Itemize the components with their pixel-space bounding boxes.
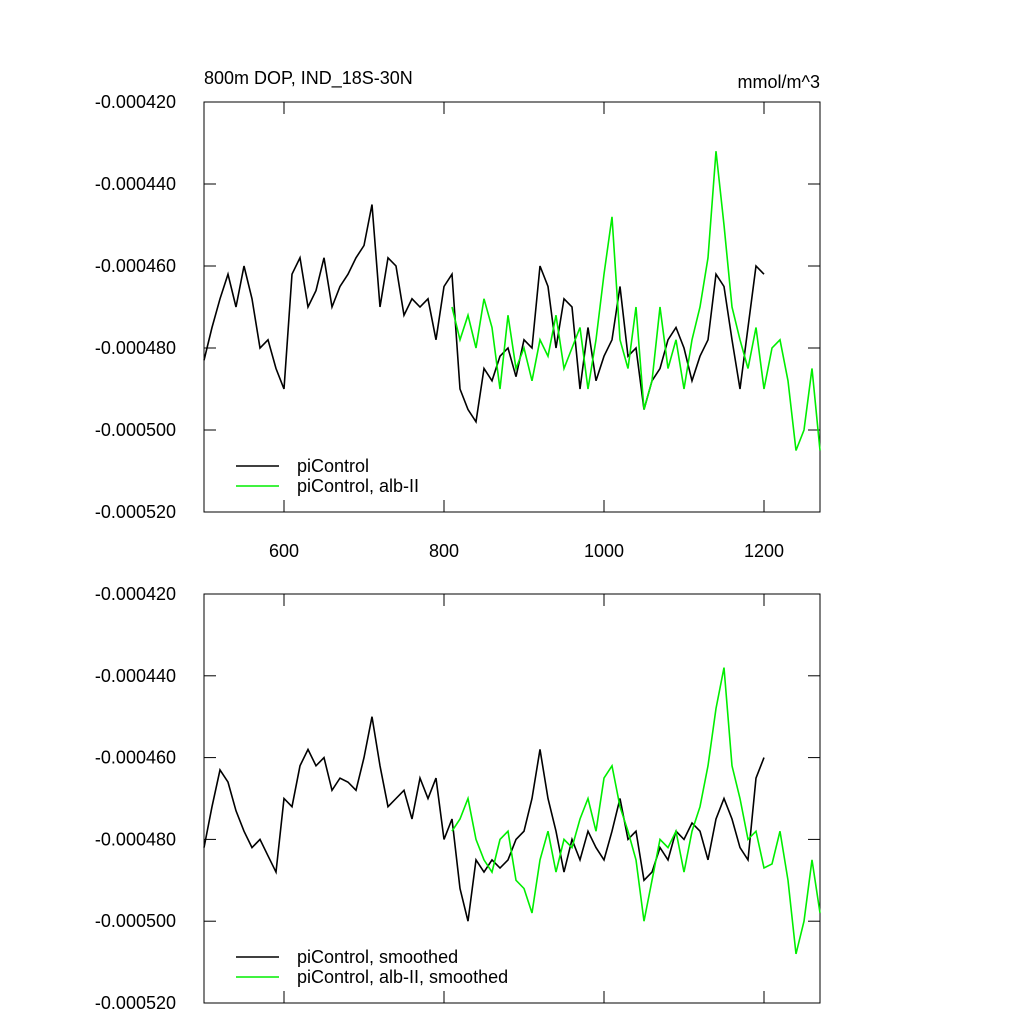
series-line (203, 204, 765, 425)
y-tick-label: -0.000480 (95, 829, 176, 849)
y-tick-label: -0.000520 (95, 502, 176, 522)
legend-label: piControl (297, 456, 369, 476)
x-tick-label: 800 (429, 541, 459, 561)
y-tick-label: -0.000420 (95, 92, 176, 112)
y-tick-label: -0.000480 (95, 338, 176, 358)
y-tick-label: -0.000420 (95, 584, 176, 604)
y-tick-label: -0.000460 (95, 256, 176, 276)
series-line (203, 716, 765, 922)
x-tick-label: 1200 (744, 541, 784, 561)
y-tick-label: -0.000500 (95, 911, 176, 931)
legend-label: piControl, smoothed (297, 947, 458, 967)
y-tick-label: -0.000440 (95, 174, 176, 194)
legend-label: piControl, alb-II (297, 476, 419, 496)
chart-title: 800m DOP, IND_18S-30N (204, 68, 413, 89)
y-tick-label: -0.000520 (95, 993, 176, 1013)
legend-label: piControl, alb-II, smoothed (297, 967, 508, 987)
x-tick-label: 600 (269, 541, 299, 561)
y-tick-label: -0.000440 (95, 666, 176, 686)
series-line (451, 151, 821, 451)
plot-frame (203, 593, 821, 1004)
units-label: mmol/m^3 (738, 72, 820, 92)
x-tick-label: 1000 (584, 541, 624, 561)
plot-frame (203, 101, 821, 513)
series-line (451, 667, 821, 955)
y-tick-label: -0.000500 (95, 420, 176, 440)
y-tick-label: -0.000460 (95, 748, 176, 768)
